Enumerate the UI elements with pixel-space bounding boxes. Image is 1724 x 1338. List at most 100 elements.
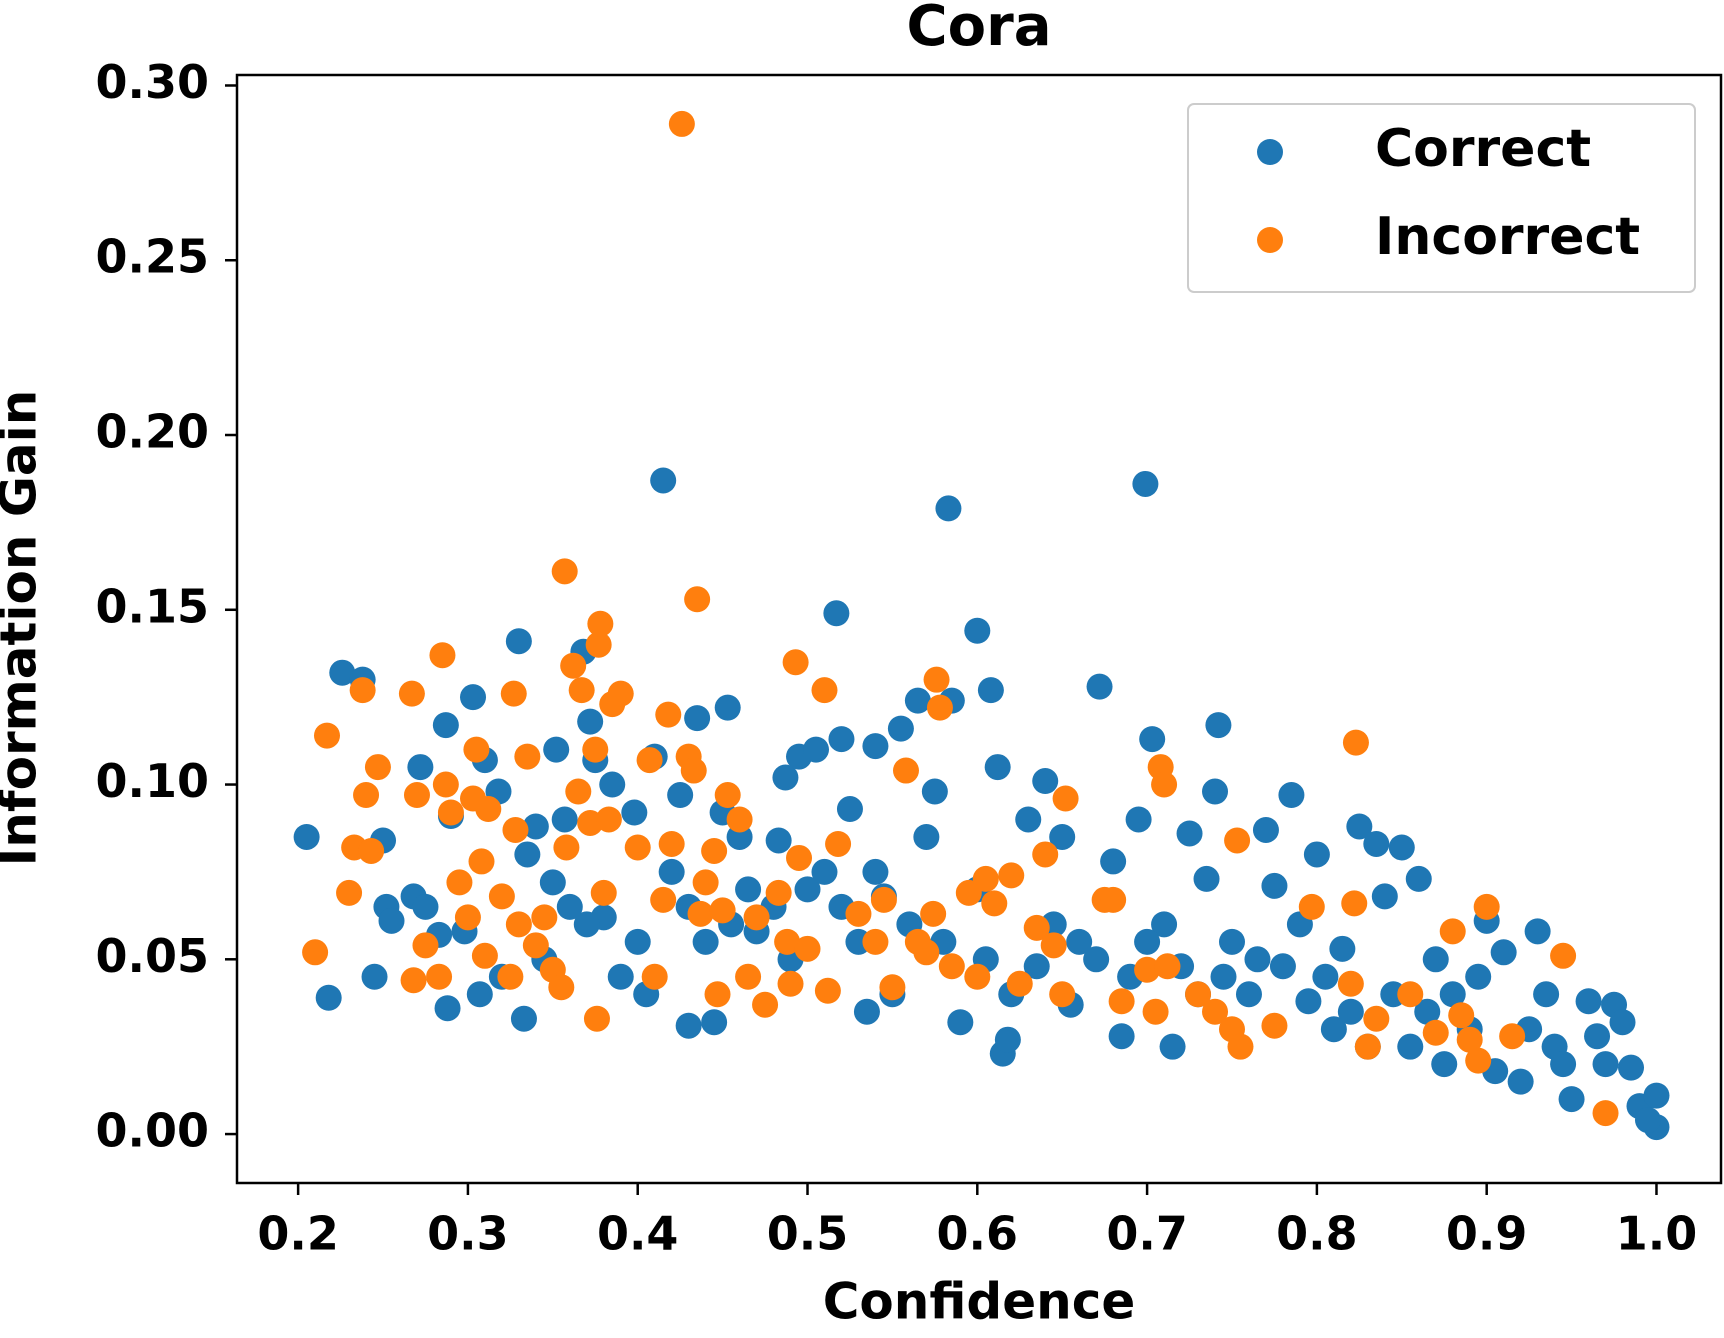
point	[1643, 1082, 1670, 1109]
point	[972, 865, 999, 892]
point	[1202, 778, 1229, 805]
point	[1202, 998, 1229, 1025]
point	[684, 586, 711, 613]
x-tick-label: 0.4	[597, 1207, 679, 1261]
point	[568, 677, 595, 704]
x-tick-label: 0.9	[1446, 1207, 1528, 1261]
point	[794, 876, 821, 903]
chart-title: Cora	[907, 0, 1052, 59]
point	[1473, 893, 1500, 920]
point	[1397, 1033, 1424, 1060]
point	[607, 680, 634, 707]
point	[1524, 918, 1551, 945]
point	[892, 757, 919, 784]
point	[658, 830, 685, 857]
point	[587, 610, 614, 637]
point	[336, 879, 363, 906]
x-tick-label: 0.5	[767, 1207, 849, 1261]
point	[514, 743, 541, 770]
point	[782, 649, 809, 676]
point	[1439, 981, 1466, 1008]
x-tick-label: 0.3	[427, 1207, 509, 1261]
point	[1465, 963, 1492, 990]
point	[870, 886, 897, 913]
point	[998, 862, 1025, 889]
point	[403, 782, 430, 809]
point	[714, 694, 741, 721]
point	[920, 900, 947, 927]
y-tick-label: 0.25	[96, 230, 210, 284]
point	[500, 680, 527, 707]
point	[853, 998, 880, 1025]
point	[984, 754, 1011, 781]
point	[1151, 771, 1178, 798]
point	[714, 782, 741, 809]
point	[668, 110, 695, 137]
point	[412, 893, 439, 920]
point	[774, 928, 801, 955]
point	[1083, 946, 1110, 973]
point	[1023, 914, 1050, 941]
point	[1422, 946, 1449, 973]
point	[1151, 911, 1178, 938]
point	[1100, 848, 1127, 875]
point	[904, 687, 931, 714]
point	[460, 684, 487, 711]
point	[293, 823, 320, 850]
point	[1397, 981, 1424, 1008]
point	[1388, 834, 1415, 861]
point	[488, 883, 515, 910]
point	[582, 736, 609, 763]
y-tick-label: 0.30	[96, 55, 210, 109]
point	[636, 747, 663, 774]
point	[599, 771, 626, 798]
point	[434, 995, 461, 1022]
point	[607, 963, 634, 990]
point	[684, 705, 711, 732]
point	[398, 680, 425, 707]
point	[621, 799, 648, 826]
point	[1218, 928, 1245, 955]
point	[1431, 1051, 1458, 1078]
point	[692, 928, 719, 955]
point	[468, 848, 495, 875]
point	[1298, 893, 1325, 920]
point	[1049, 981, 1076, 1008]
point	[823, 600, 850, 627]
legend-label: Incorrect	[1375, 207, 1640, 267]
legend-marker	[1257, 139, 1283, 165]
point	[938, 953, 965, 980]
point	[1134, 956, 1161, 983]
point	[595, 806, 622, 833]
legend-label: Correct	[1375, 119, 1591, 179]
point	[302, 939, 329, 966]
point	[329, 659, 356, 686]
x-tick-label: 0.6	[937, 1207, 1019, 1261]
x-tick-label: 0.7	[1106, 1207, 1188, 1261]
point	[1125, 806, 1152, 833]
point	[1139, 726, 1166, 753]
point	[1185, 981, 1212, 1008]
point	[624, 834, 651, 861]
point	[1252, 816, 1279, 843]
point	[551, 558, 578, 585]
point	[814, 977, 841, 1004]
point	[1269, 953, 1296, 980]
point	[577, 708, 604, 735]
point	[765, 879, 792, 906]
point	[522, 813, 549, 840]
point	[680, 757, 707, 784]
point	[947, 1009, 974, 1036]
point	[1363, 1005, 1390, 1032]
point	[802, 736, 829, 763]
point	[466, 981, 493, 1008]
point	[1341, 890, 1368, 917]
point	[429, 642, 456, 669]
legend-box	[1187, 103, 1696, 293]
point	[1303, 841, 1330, 868]
point	[743, 904, 770, 931]
point	[964, 963, 991, 990]
point	[811, 677, 838, 704]
point	[531, 904, 558, 931]
point	[1329, 935, 1356, 962]
